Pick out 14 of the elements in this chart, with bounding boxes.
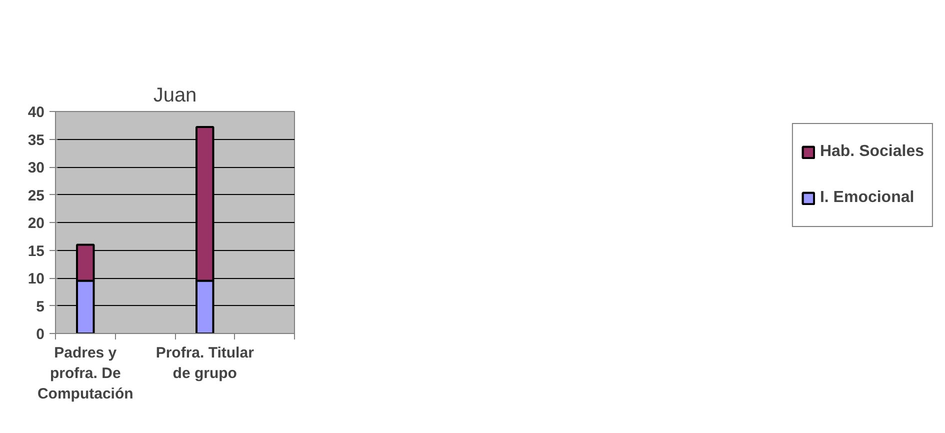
y-tick-label: 5 <box>36 298 44 316</box>
y-tick-label: 30 <box>28 160 45 176</box>
y-tick-label: 10 <box>28 270 45 288</box>
y-tick-label: 0 <box>36 326 44 343</box>
legend-label: I. Emocional <box>820 188 914 208</box>
x-tick-label: Padres y profra. De Computación <box>37 344 134 402</box>
y-tick-label: 35 <box>28 132 45 149</box>
y-tick-label: 20 <box>28 215 45 232</box>
y-tick-label: 25 <box>28 187 45 204</box>
chart-title: Juan <box>153 84 197 106</box>
y-tick-label: 40 <box>28 104 45 121</box>
y-tick-label: 15 <box>28 242 45 260</box>
x-tick-label: Profra. Titular de grupo <box>156 344 254 382</box>
legend-label: Hab. Sociales <box>820 142 924 162</box>
